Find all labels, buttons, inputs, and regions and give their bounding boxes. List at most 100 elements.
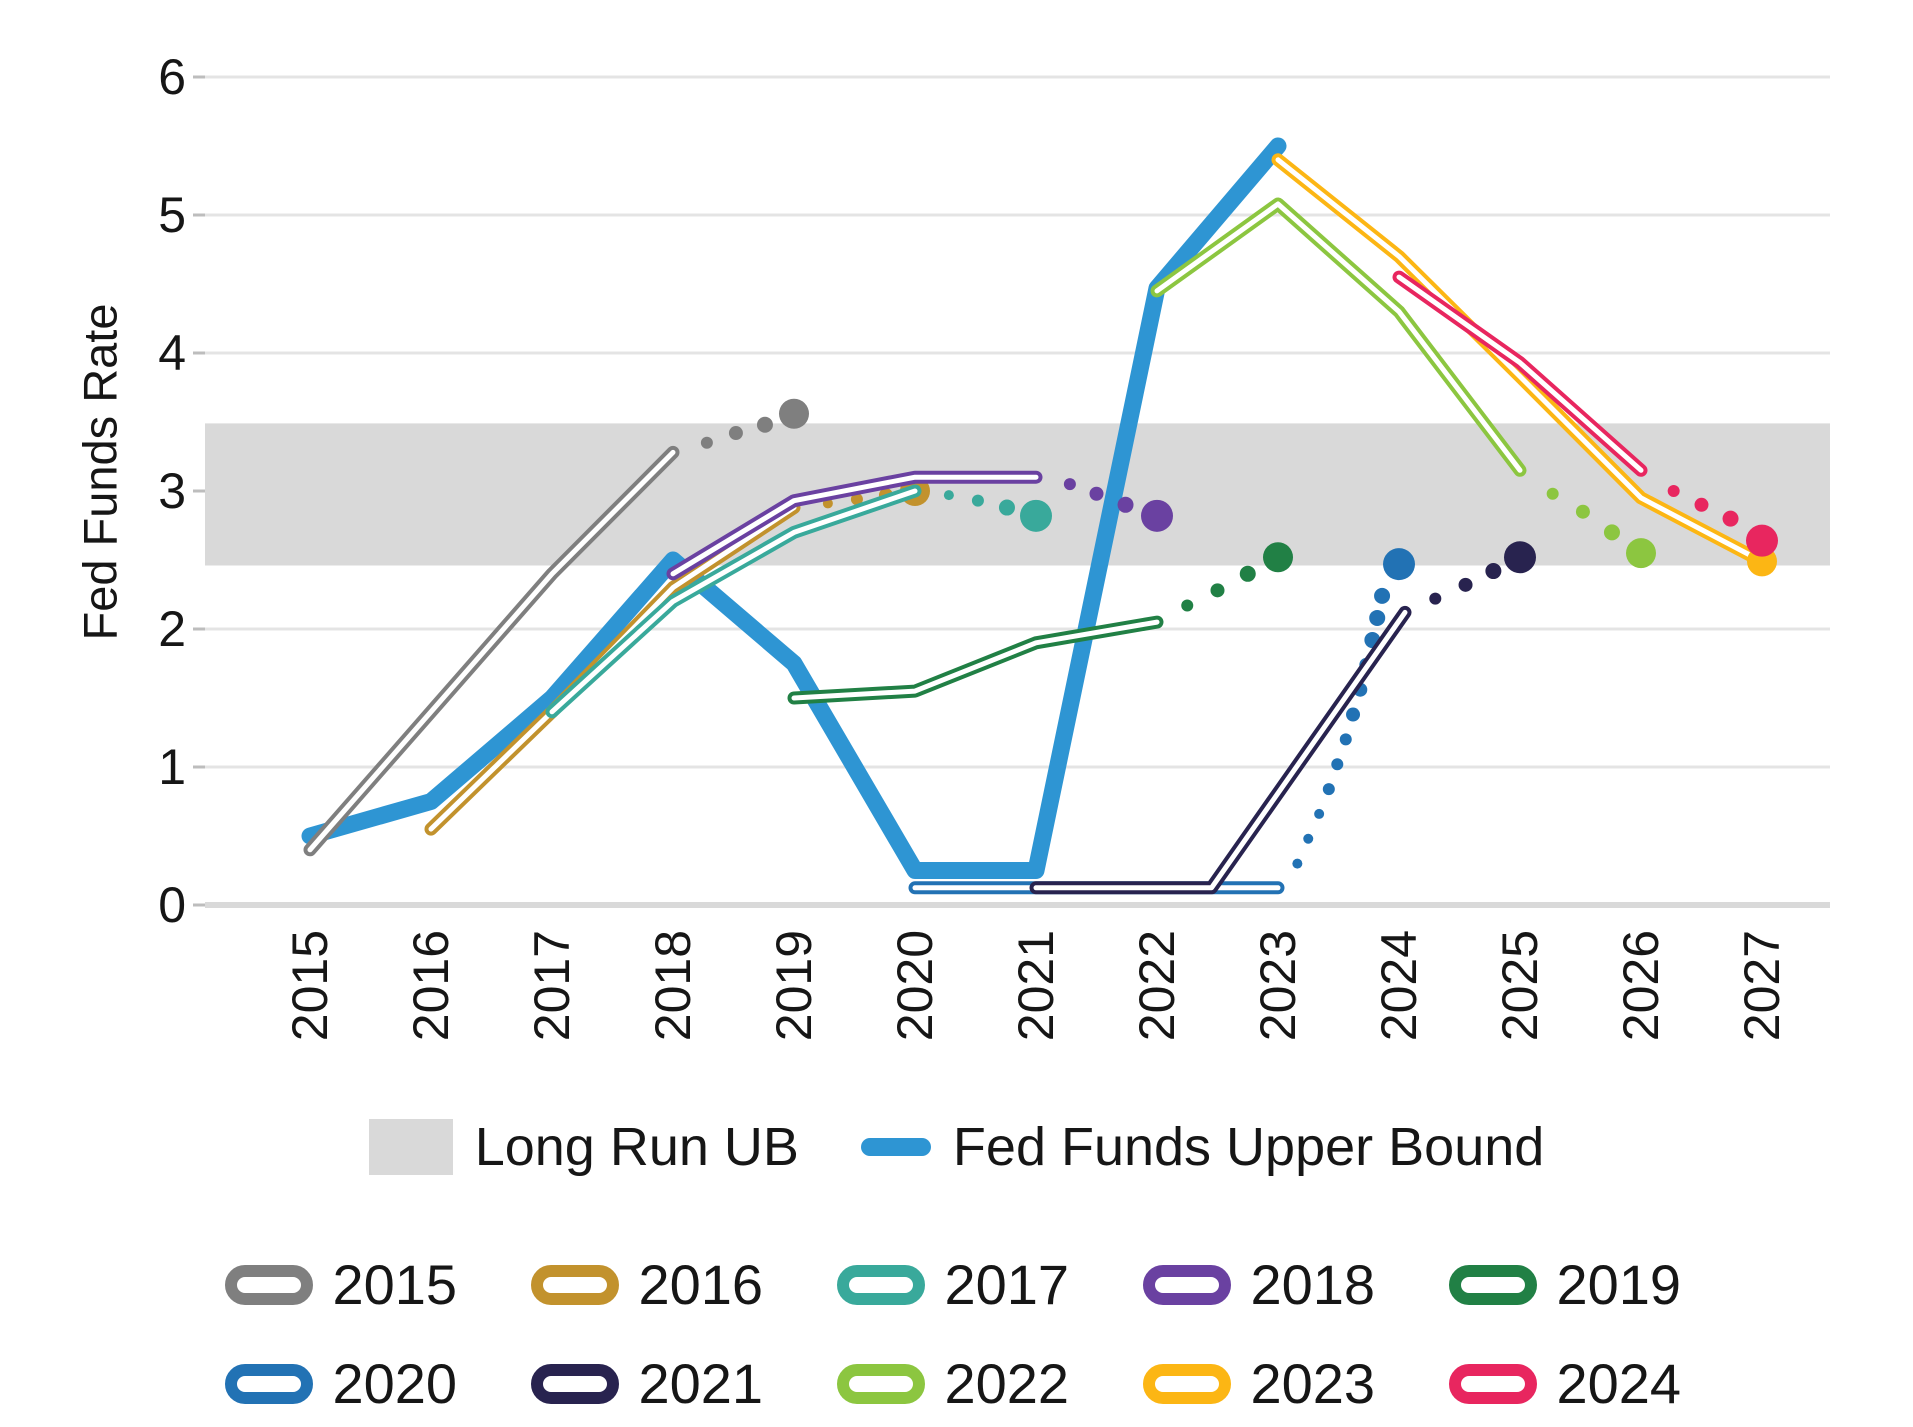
- long-run-dot: [1504, 541, 1536, 574]
- long-run-band-label: Long Run UB: [474, 1117, 799, 1177]
- series-2022: [1150, 197, 1656, 569]
- series-2019: [787, 542, 1293, 705]
- projection-dot: [728, 426, 743, 441]
- series-2017: [545, 484, 1052, 719]
- fed-funds-upper-bound-line: [301, 137, 1287, 879]
- series-line-inner: [791, 619, 1160, 701]
- legend-label-2017: 2017: [944, 1253, 1070, 1316]
- legend-item-2017: 2017: [836, 1252, 1077, 1317]
- series-2024: [1392, 270, 1778, 557]
- legend-item-2024: 2024: [1448, 1351, 1689, 1416]
- projection-dot: [1575, 504, 1590, 519]
- fed-funds-line-label: Fed Funds Upper Bound: [952, 1117, 1545, 1177]
- legend-swatch-2022: [836, 1363, 925, 1404]
- projection-dot: [1089, 486, 1104, 501]
- y-tick-label: 1: [158, 739, 186, 795]
- projection-dot: [1181, 599, 1194, 612]
- long-run-dot: [779, 398, 809, 429]
- series-line-inner: [670, 474, 1039, 577]
- projection-dot: [756, 416, 773, 433]
- series-2015: [303, 398, 809, 857]
- projection-dot: [971, 494, 984, 507]
- legend-swatch-2018: [1142, 1264, 1231, 1305]
- long-run-band-rect: [205, 423, 1830, 566]
- projection-dot: [1063, 478, 1076, 491]
- series-line-inner: [549, 488, 918, 715]
- x-tick-label: 2020: [887, 930, 943, 1041]
- projection-dot: [1210, 583, 1225, 598]
- series-line-inner: [1396, 274, 1644, 473]
- series-2021: [1029, 541, 1536, 895]
- legend-swatch-2017: [836, 1264, 925, 1305]
- long-run-dot: [1626, 538, 1656, 569]
- long-run-dot: [1141, 499, 1173, 532]
- legend-item-2020: 2020: [224, 1351, 465, 1416]
- legend-label-2015: 2015: [332, 1253, 458, 1316]
- legend-row-3: 2020 2021 2022 2023 2024: [0, 1351, 1913, 1416]
- legend-swatch-2023: [1142, 1363, 1231, 1404]
- y-tick-label: 3: [158, 463, 186, 519]
- legend-row-1: Long Run UB Fed Funds Upper Bound: [0, 1116, 1913, 1178]
- long-run-dot: [1746, 524, 1778, 557]
- legend-label-2023: 2023: [1250, 1352, 1376, 1415]
- x-tick-label: 2018: [645, 930, 701, 1041]
- legend-label-2020: 2020: [332, 1352, 458, 1415]
- long-run-dot: [1020, 499, 1052, 532]
- projection-dot: [943, 490, 954, 501]
- x-tick-label: 2015: [282, 930, 338, 1041]
- legend-item-2018: 2018: [1142, 1252, 1383, 1317]
- projection-dot: [1314, 808, 1325, 819]
- legend-item-2016: 2016: [530, 1252, 771, 1317]
- projection-dot: [998, 499, 1015, 516]
- y-tick-label: 2: [158, 601, 186, 657]
- projection-dot: [1339, 733, 1352, 746]
- projection-dot: [1429, 592, 1442, 605]
- projection-dot: [850, 493, 863, 506]
- x-tick-label: 2021: [1008, 930, 1064, 1041]
- x-tick-label: 2017: [524, 930, 580, 1041]
- projection-dot: [1117, 496, 1134, 513]
- long-run-dot: [1383, 548, 1415, 581]
- series-line-inner: [1275, 157, 1765, 564]
- projection-dot: [1292, 858, 1303, 869]
- legend-swatch-2021: [530, 1363, 619, 1404]
- legend-swatch-2020: [224, 1363, 313, 1404]
- projection-series: [303, 153, 1778, 895]
- y-tick-label: 6: [158, 49, 186, 105]
- legend-item-2021: 2021: [530, 1351, 771, 1416]
- projection-dot: [1331, 758, 1344, 771]
- x-tick-label: 2019: [766, 930, 822, 1041]
- projection-dot: [1722, 510, 1739, 527]
- projection-dot: [1458, 577, 1473, 592]
- series-line-inner: [1033, 609, 1408, 891]
- y-tick-label: 4: [158, 325, 186, 381]
- series-line-inner: [1154, 201, 1523, 473]
- legend-item-2023: 2023: [1142, 1351, 1383, 1416]
- legend-swatch-2015: [224, 1264, 313, 1305]
- projection-dot: [1346, 707, 1361, 722]
- projection-dot: [1485, 563, 1502, 580]
- y-tick-label: 5: [158, 187, 186, 243]
- x-tick-label: 2025: [1492, 930, 1548, 1041]
- x-tick-label: 2026: [1613, 930, 1669, 1041]
- legend-swatch-2024: [1448, 1363, 1537, 1404]
- legend-swatch-2016: [530, 1264, 619, 1305]
- x-tick-label: 2022: [1129, 930, 1185, 1041]
- projection-dot: [1546, 487, 1559, 500]
- projection-dot: [1694, 497, 1709, 512]
- projection-dot: [1303, 833, 1314, 844]
- projection-dot: [1239, 565, 1256, 582]
- projection-dot: [1322, 783, 1335, 796]
- legend-item-2015: 2015: [224, 1252, 465, 1317]
- y-axis-labels: 0 1 2 3 4 5 6: [158, 49, 186, 933]
- legend-row-2: 2015 2016 2017 2018 2019: [0, 1252, 1913, 1317]
- long-run-band-swatch: [368, 1119, 453, 1175]
- series-line-inner: [307, 449, 676, 853]
- series-2018: [666, 470, 1173, 581]
- projection-dot: [700, 436, 713, 449]
- plot-area: 2015 2016 2017 2018 2019 2020 2021 2022 2023 2024…: [74, 49, 1830, 1041]
- legend-label-2019: 2019: [1556, 1253, 1682, 1316]
- y-axis-title: Fed Funds Rate: [74, 303, 127, 640]
- x-axis-labels: 2015 2016 2017 2018 2019 2020 2021 2022 2023 2024…: [282, 930, 1790, 1041]
- legend-swatch-2019: [1448, 1264, 1537, 1305]
